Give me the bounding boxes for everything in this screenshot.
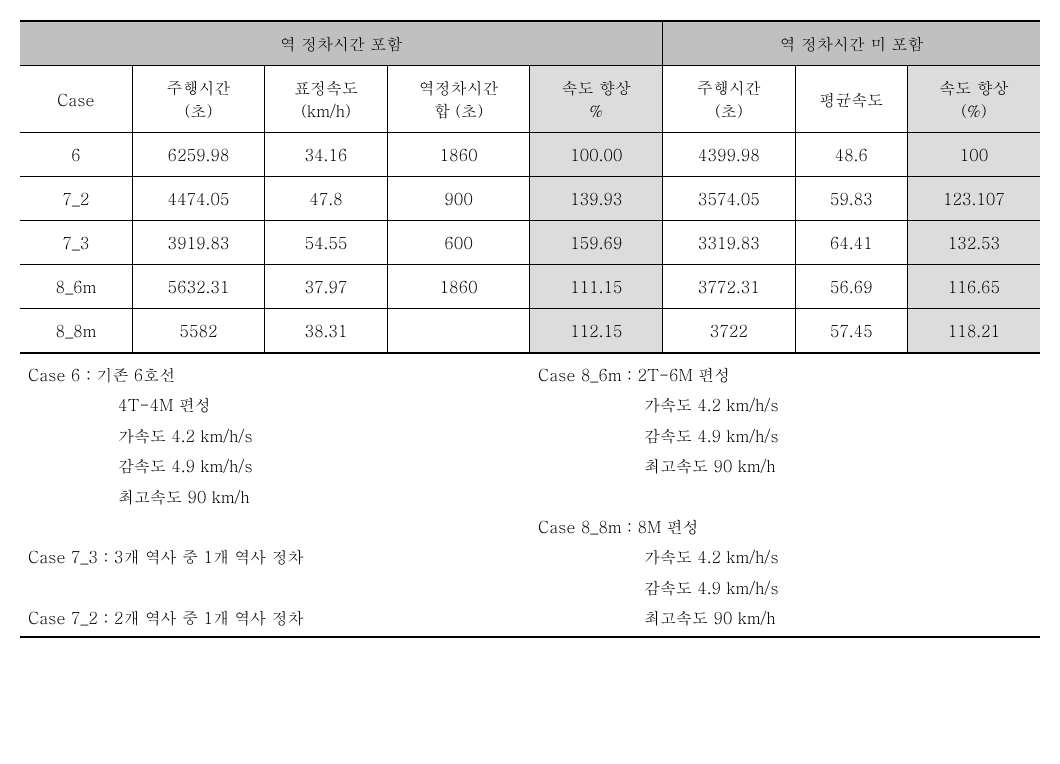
- column-header: 주행시간(초): [132, 66, 265, 133]
- table-cell: 5632.31: [132, 265, 265, 309]
- note-line: Case 8_8m : 8M 편성: [530, 512, 1040, 542]
- table-cell: 111.15: [530, 265, 663, 309]
- table-cell: 900: [387, 177, 530, 221]
- column-header: 평균속도: [795, 66, 907, 133]
- note-line: 4T-4M 편성: [20, 390, 530, 420]
- table-cell: 600: [387, 221, 530, 265]
- table-cell: 3772.31: [663, 265, 796, 309]
- table-cell: 37.97: [265, 265, 387, 309]
- group-header-included: 역 정차시간 포함: [20, 21, 663, 66]
- notes-row: Case 6 : 기존 6호선4T-4M 편성가속도 4.2 km/h/s감속도…: [20, 358, 1040, 636]
- table-cell: 7_2: [20, 177, 132, 221]
- note-line: [530, 482, 1040, 512]
- table-row: 8_6m5632.3137.971860111.153772.3156.6911…: [20, 265, 1040, 309]
- table-cell: 64.41: [795, 221, 907, 265]
- table-cell: 116.65: [907, 265, 1040, 309]
- table-cell: 118.21: [907, 309, 1040, 354]
- table-cell: 139.93: [530, 177, 663, 221]
- table-cell: 34.16: [265, 133, 387, 177]
- table-cell: 5582: [132, 309, 265, 354]
- page-container: 역 정차시간 포함 역 정차시간 미 포함 Case주행시간(초)표정속도(km…: [20, 20, 1040, 638]
- notes-right-column: Case 8_6m : 2T-6M 편성 가속도 4.2 km/h/s 감속도 …: [530, 358, 1040, 636]
- table-cell: 59.83: [795, 177, 907, 221]
- table-cell: 4399.98: [663, 133, 796, 177]
- notes-section: Case 6 : 기존 6호선4T-4M 편성가속도 4.2 km/h/s감속도…: [20, 358, 1040, 638]
- table-row: 8_8m558238.31 112.15372257.45118.21: [20, 309, 1040, 354]
- table-cell: 3722: [663, 309, 796, 354]
- table-cell: 123.107: [907, 177, 1040, 221]
- note-line: [20, 573, 530, 603]
- table-cell: 1860: [387, 265, 530, 309]
- group-header-row: 역 정차시간 포함 역 정차시간 미 포함: [20, 21, 1040, 66]
- note-line: 가속도 4.2 km/h/s: [530, 542, 1040, 572]
- table-cell: 100: [907, 133, 1040, 177]
- table-cell: 8_6m: [20, 265, 132, 309]
- notes-left-column: Case 6 : 기존 6호선4T-4M 편성가속도 4.2 km/h/s감속도…: [20, 358, 530, 636]
- note-line: 감속도 4.9 km/h/s: [530, 421, 1040, 451]
- column-header: 주행시간(초): [663, 66, 796, 133]
- table-cell: 3919.83: [132, 221, 265, 265]
- note-line: [20, 512, 530, 542]
- column-header: Case: [20, 66, 132, 133]
- note-line: 최고속도 90 km/h: [20, 482, 530, 512]
- table-body: 66259.9834.161860100.004399.9848.61007_2…: [20, 133, 1040, 354]
- table-cell: 1860: [387, 133, 530, 177]
- note-line: 최고속도 90 km/h: [530, 603, 1040, 633]
- table-cell: 3319.83: [663, 221, 796, 265]
- table-cell: 4474.05: [132, 177, 265, 221]
- note-line: 가속도 4.2 km/h/s: [20, 421, 530, 451]
- table-cell: [387, 309, 530, 354]
- table-cell: 38.31: [265, 309, 387, 354]
- table-cell: 112.15: [530, 309, 663, 354]
- table-cell: 57.45: [795, 309, 907, 354]
- table-cell: 8_8m: [20, 309, 132, 354]
- note-line: Case 6 : 기존 6호선: [20, 360, 530, 390]
- note-line: 최고속도 90 km/h: [530, 451, 1040, 481]
- table-cell: 159.69: [530, 221, 663, 265]
- table-cell: 6259.98: [132, 133, 265, 177]
- comparison-table: 역 정차시간 포함 역 정차시간 미 포함 Case주행시간(초)표정속도(km…: [20, 20, 1040, 354]
- table-cell: 3574.05: [663, 177, 796, 221]
- column-header: 역정차시간합 (초): [387, 66, 530, 133]
- table-cell: 100.00: [530, 133, 663, 177]
- group-header-excluded: 역 정차시간 미 포함: [663, 21, 1040, 66]
- column-header: 표정속도(km/h): [265, 66, 387, 133]
- note-line: Case 7_3 : 3개 역사 중 1개 역사 정차: [20, 542, 530, 572]
- table-cell: 56.69: [795, 265, 907, 309]
- column-header: 속도 향상%: [530, 66, 663, 133]
- table-row: 7_33919.8354.55600159.693319.8364.41132.…: [20, 221, 1040, 265]
- column-header-row: Case주행시간(초)표정속도(km/h)역정차시간합 (초)속도 향상%주행시…: [20, 66, 1040, 133]
- table-row: 7_24474.0547.8900139.933574.0559.83123.1…: [20, 177, 1040, 221]
- column-header: 속도 향상(%): [907, 66, 1040, 133]
- table-cell: 54.55: [265, 221, 387, 265]
- note-line: 감속도 4.9 km/h/s: [20, 451, 530, 481]
- table-cell: 6: [20, 133, 132, 177]
- table-cell: 132.53: [907, 221, 1040, 265]
- note-line: 가속도 4.2 km/h/s: [530, 390, 1040, 420]
- table-cell: 47.8: [265, 177, 387, 221]
- table-cell: 7_3: [20, 221, 132, 265]
- table-cell: 48.6: [795, 133, 907, 177]
- note-line: 감속도 4.9 km/h/s: [530, 573, 1040, 603]
- note-line: Case 7_2 : 2개 역사 중 1개 역사 정차: [20, 603, 530, 633]
- table-row: 66259.9834.161860100.004399.9848.6100: [20, 133, 1040, 177]
- note-line: Case 8_6m : 2T-6M 편성: [530, 360, 1040, 390]
